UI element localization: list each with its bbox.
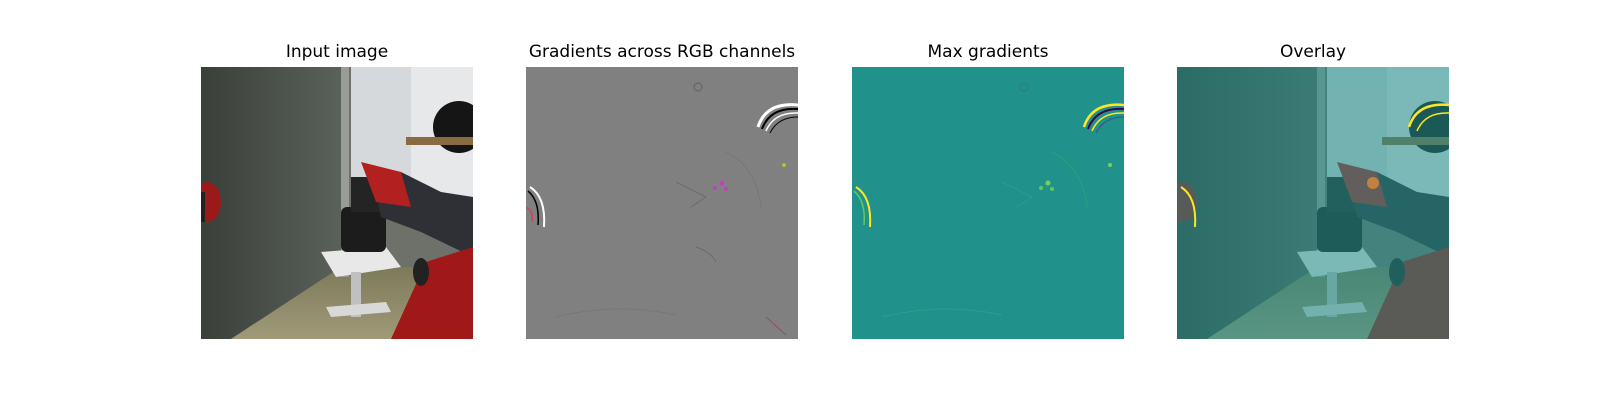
input-image-photo [201,67,473,339]
input-image [201,67,473,339]
gradients-rgb-map [526,67,798,339]
overlay-image [1177,67,1449,339]
panel-title-overlay: Overlay [1279,42,1347,62]
gradients-rgb-image [526,67,798,339]
overlay-composite [1177,67,1449,339]
panel-title-input-image: Input image [285,42,389,62]
panel-title-max-gradients: Max gradients [927,42,1049,62]
max-gradients-image [852,67,1124,339]
max-gradients-map [852,67,1124,339]
panel-title-gradients-rgb: Gradients across RGB channels [528,42,796,62]
